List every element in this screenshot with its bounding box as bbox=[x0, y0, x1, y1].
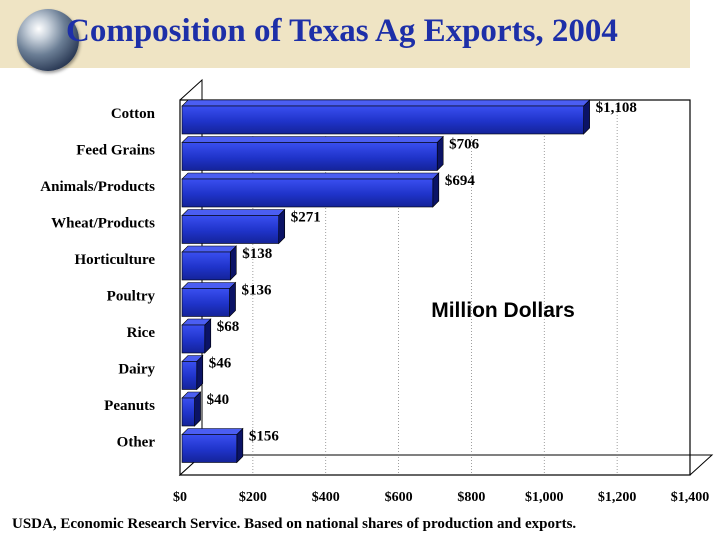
bar-value-label: $136 bbox=[242, 283, 272, 299]
source-note: USDA, Economic Research Service. Based o… bbox=[12, 516, 577, 532]
bar-top bbox=[181, 99, 591, 107]
bar-value-label: $138 bbox=[242, 246, 272, 262]
bar bbox=[181, 397, 195, 427]
x-tick-label: $0 bbox=[173, 490, 187, 505]
title-banner bbox=[0, 0, 690, 68]
category-label: Poultry bbox=[107, 289, 156, 305]
bar-top bbox=[181, 136, 444, 143]
x-tick-label: $1,000 bbox=[525, 490, 564, 505]
bar bbox=[181, 142, 438, 171]
bar-value-label: $1,108 bbox=[596, 100, 637, 116]
category-label: Other bbox=[117, 435, 156, 451]
category-label: Dairy bbox=[118, 362, 155, 378]
x-tick-label: $400 bbox=[312, 490, 340, 505]
bar-top bbox=[181, 209, 286, 216]
category-label: Wheat/Products bbox=[51, 216, 155, 232]
bar-top bbox=[181, 428, 244, 435]
bar-value-label: $46 bbox=[209, 356, 232, 372]
bar-value-label: $156 bbox=[249, 429, 279, 445]
bar bbox=[181, 178, 434, 208]
x-tick-label: $600 bbox=[385, 490, 413, 505]
category-label: Rice bbox=[127, 325, 156, 341]
bar bbox=[181, 434, 238, 463]
x-tick-label: $800 bbox=[457, 490, 485, 505]
category-label: Cotton bbox=[111, 106, 156, 122]
bar-top bbox=[181, 282, 237, 289]
category-label: Feed Grains bbox=[76, 143, 155, 159]
bar bbox=[181, 251, 231, 281]
bar bbox=[181, 215, 280, 244]
category-label: Horticulture bbox=[74, 252, 155, 268]
bar bbox=[181, 288, 230, 317]
bar-value-label: $271 bbox=[291, 210, 321, 226]
category-label: Peanuts bbox=[104, 398, 155, 414]
unit-label: Million Dollars bbox=[431, 299, 575, 322]
bar bbox=[181, 361, 198, 390]
x-tick-label: $200 bbox=[239, 490, 267, 505]
x-tick-label: $1,400 bbox=[671, 490, 710, 505]
bar-top bbox=[181, 172, 440, 180]
bar-value-label: $706 bbox=[449, 137, 480, 153]
x-tick-label: $1,200 bbox=[598, 490, 637, 505]
bar-value-label: $68 bbox=[217, 319, 240, 335]
bar-value-label: $694 bbox=[445, 173, 476, 189]
globe-icon bbox=[17, 9, 79, 71]
bar bbox=[181, 105, 584, 135]
page-title: Composition of Texas Ag Exports, 2004 bbox=[66, 13, 618, 49]
bar bbox=[181, 324, 206, 354]
bar-top bbox=[181, 245, 237, 253]
bar-value-label: $40 bbox=[207, 392, 230, 408]
category-label: Animals/Products bbox=[40, 179, 155, 195]
plot-floor bbox=[178, 454, 714, 476]
